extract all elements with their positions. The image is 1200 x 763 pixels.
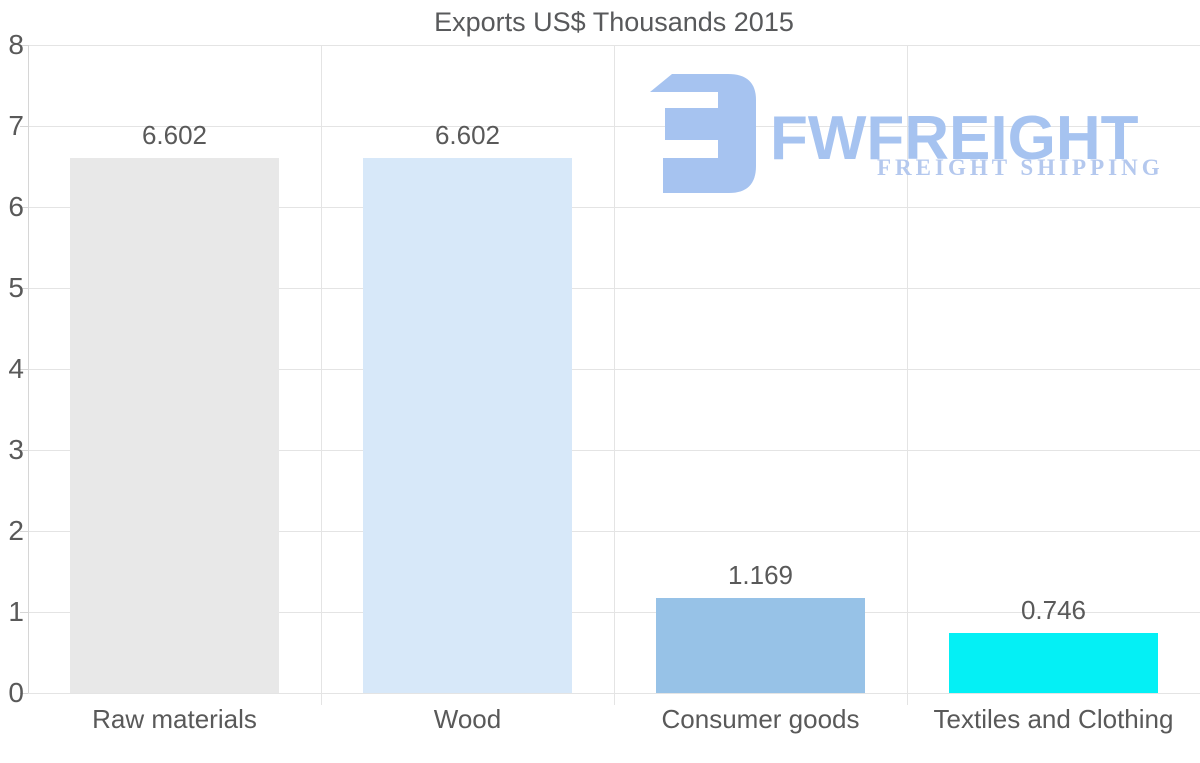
- ytick-8: [20, 45, 28, 46]
- x-axis-label-wood: Wood: [433, 704, 502, 734]
- y-axis-label-2: 2: [8, 515, 24, 546]
- bar-value-wood: 6.602: [434, 120, 501, 150]
- logo-wordmark: FWFREIGHT: [770, 104, 1139, 173]
- y-axis-label-4: 4: [8, 353, 24, 384]
- bar-value-raw-materials: 6.602: [141, 120, 208, 150]
- chart-title: Exports US$ Thousands 2015: [434, 7, 794, 37]
- ytick-2: [20, 531, 28, 532]
- ytick-3: [20, 450, 28, 451]
- bar-textiles-and-clothing: [949, 633, 1158, 693]
- ytick-4: [20, 369, 28, 370]
- y-axis-label-6: 6: [8, 191, 24, 222]
- bar-raw-materials: [70, 158, 279, 693]
- x-axis-label-consumer-goods: Consumer goods: [661, 704, 860, 734]
- x-axis-label-textiles-and-clothing: Textiles and Clothing: [933, 704, 1174, 734]
- y-axis-label-8: 8: [8, 29, 24, 60]
- y-axis-label-7: 7: [8, 110, 24, 141]
- x-axis-label-raw-materials: Raw materials: [92, 704, 257, 734]
- bar-wood: [363, 158, 572, 693]
- ytick-1: [20, 612, 28, 613]
- bar-value-consumer-goods: 1.169: [727, 560, 794, 590]
- gridline-x-3: [907, 45, 908, 705]
- y-axis-label-3: 3: [8, 434, 24, 465]
- fwfreight-logo-icon: [650, 74, 756, 193]
- logo-tagline: FREIGHT SHIPPING: [877, 155, 1164, 180]
- y-axis-label-0: 0: [8, 677, 24, 708]
- y-axis-label-1: 1: [8, 596, 24, 627]
- ytick-5: [20, 288, 28, 289]
- y-axis-label-5: 5: [8, 272, 24, 303]
- ytick-7: [20, 126, 28, 127]
- bar-value-textiles-and-clothing: 0.746: [1020, 595, 1087, 625]
- fwfreight-logo: FWFREIGHT FREIGHT SHIPPING: [648, 72, 1160, 197]
- ytick-0: [20, 693, 28, 694]
- gridline-x-1: [321, 45, 322, 705]
- bar-consumer-goods: [656, 598, 865, 693]
- y-axis-line: [28, 45, 29, 693]
- ytick-6: [20, 207, 28, 208]
- gridline-x-2: [614, 45, 615, 705]
